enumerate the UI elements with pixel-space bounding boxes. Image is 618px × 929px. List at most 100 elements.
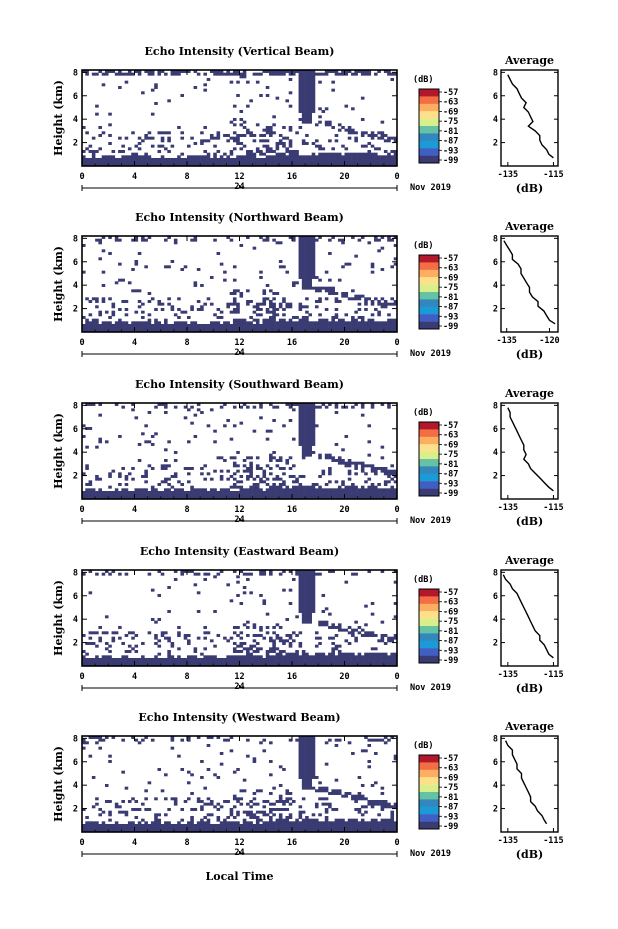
echo-cell: [301, 596, 306, 600]
echo-cell: [265, 155, 270, 159]
echo-cell: [318, 485, 322, 489]
echo-cell: [82, 660, 86, 664]
echo-cell: [354, 160, 358, 164]
echo-cell: [85, 496, 89, 500]
echo-cell: [311, 435, 316, 438]
echo-cell: [262, 144, 267, 148]
echo-cell: [226, 816, 230, 819]
echo-cell: [357, 321, 362, 325]
echo-cell: [357, 493, 362, 497]
echo-cell: [82, 158, 86, 161]
echo-cell: [95, 475, 99, 478]
echo-cell: [114, 829, 119, 833]
echo-cell: [288, 491, 293, 494]
echo-cell: [124, 826, 129, 830]
echo-cell: [298, 816, 303, 819]
echo-cell: [187, 467, 191, 470]
y-tick-label: 8: [73, 568, 78, 578]
echo-cell: [305, 784, 309, 787]
echo-cell: [223, 738, 227, 742]
echo-cell: [390, 813, 395, 817]
echo-cell: [298, 754, 303, 758]
echo-cell: [308, 115, 312, 119]
echo-cell: [154, 642, 158, 645]
echo-cell: [223, 636, 227, 640]
profile-line: [504, 740, 548, 825]
echo-cell: [203, 826, 207, 830]
heatmap-cells: [82, 570, 398, 667]
echo-cell: [337, 824, 342, 827]
echo-cell: [383, 652, 388, 656]
echo-cell: [321, 660, 326, 664]
echo-cell: [288, 467, 293, 470]
colorbar-tick-label: -69: [443, 273, 458, 283]
echo-cell: [236, 289, 240, 293]
echo-cell: [351, 660, 355, 664]
echo-cell: [308, 491, 312, 494]
echo-cell: [108, 660, 112, 664]
colorbar-swatch: [419, 655, 439, 664]
echo-cell: [108, 160, 112, 164]
echo-cell: [219, 160, 224, 164]
echo-cell: [288, 163, 293, 167]
echo-cell: [301, 421, 306, 425]
echo-cell: [334, 821, 339, 825]
profile-title: Average: [504, 720, 554, 733]
echo-cell: [331, 658, 335, 661]
echo-cell: [364, 623, 368, 627]
echo-cell: [305, 765, 309, 769]
echo-cell: [252, 792, 257, 795]
echo-cell: [308, 612, 312, 616]
echo-cell: [311, 273, 316, 277]
echo-cell: [347, 459, 352, 462]
echo-cell: [232, 321, 237, 325]
echo-cell: [328, 738, 332, 742]
echo-cell: [301, 411, 306, 414]
echo-cell: [337, 488, 342, 492]
echo-cell: [390, 636, 395, 640]
echo-cell: [216, 491, 221, 494]
echo-cell: [298, 586, 303, 589]
echo-cell: [393, 236, 398, 239]
echo-cell: [324, 160, 329, 164]
echo-cell: [305, 752, 309, 755]
echo-cell: [347, 152, 352, 156]
echo-cell: [85, 821, 89, 825]
echo-cell: [160, 572, 165, 576]
heatmap-frame: [81, 735, 398, 833]
echo-cell: [101, 738, 106, 742]
echo-cell: [278, 483, 283, 486]
echo-cell: [164, 147, 168, 151]
echo-cell: [278, 321, 283, 325]
echo-cell: [255, 818, 260, 822]
echo-cell: [190, 136, 194, 140]
echo-cell: [150, 297, 155, 301]
echo-cell: [160, 824, 165, 827]
echo-cell: [380, 570, 385, 573]
echo-cell: [370, 488, 375, 492]
echo-cell: [147, 155, 152, 159]
echo-cell: [367, 802, 372, 806]
echo-cell: [278, 816, 283, 819]
echo-cell: [242, 326, 247, 330]
echo-cell: [285, 70, 290, 73]
echo-cell: [288, 456, 293, 460]
echo-cell: [236, 580, 240, 584]
echo-cell: [131, 160, 135, 164]
echo-cell: [82, 435, 86, 438]
echo-cell: [242, 789, 247, 793]
profile-y-tick-label: 2: [493, 805, 498, 815]
echo-cell: [285, 99, 290, 103]
x-tick-label: 0: [79, 338, 84, 348]
echo-cell: [341, 405, 345, 409]
echo-cell: [298, 738, 303, 742]
echo-cell: [164, 821, 168, 825]
colorbar-unit: (dB): [413, 408, 433, 418]
echo-cell: [187, 160, 191, 164]
echo-cell: [370, 491, 375, 494]
echo-cell: [180, 483, 185, 486]
echo-cell: [101, 236, 106, 239]
echo-cell: [292, 800, 296, 803]
echo-cell: [216, 658, 221, 661]
echo-cell: [104, 655, 109, 659]
